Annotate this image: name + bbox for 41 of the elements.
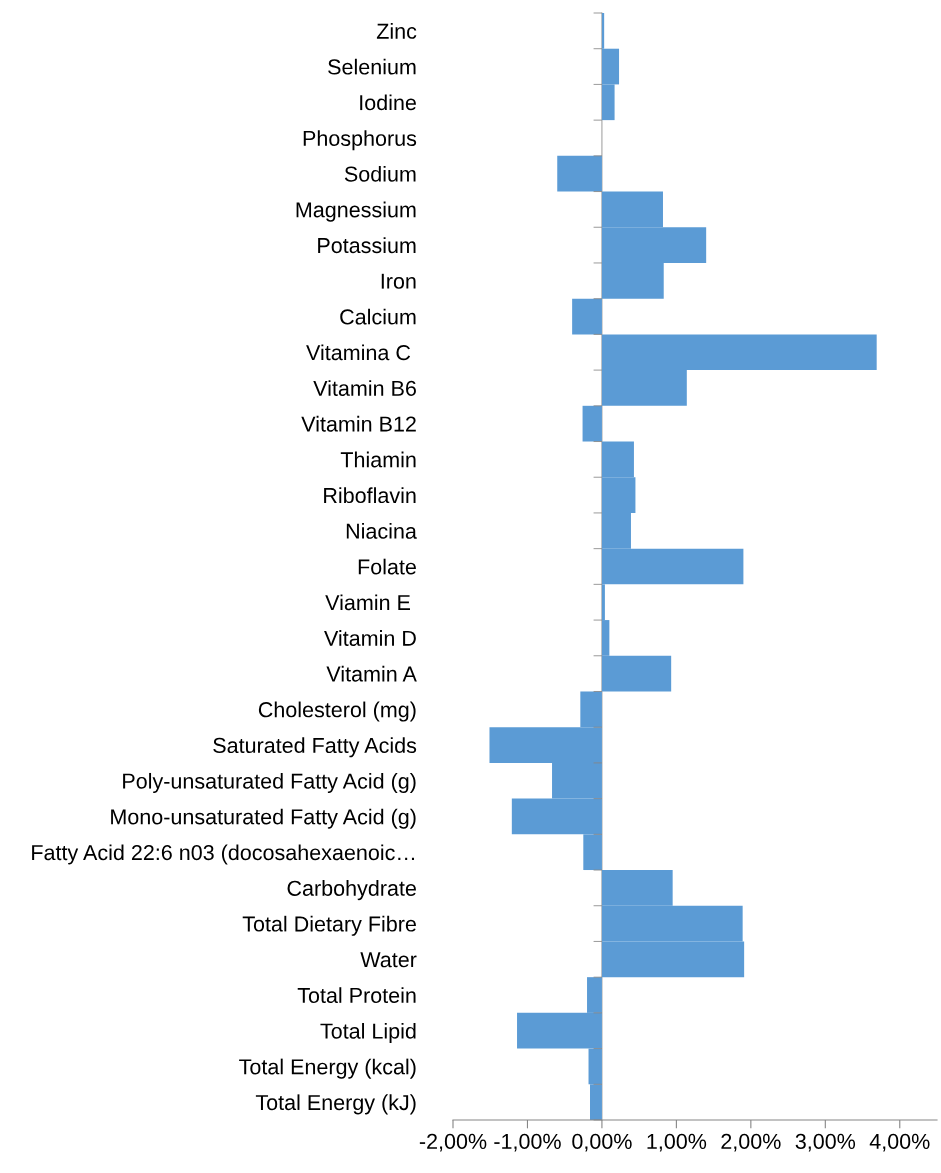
y-tick-label: Fatty Acid 22:6 n03 (docosahexaenoic…: [32, 844, 414, 865]
y-tick-label: Total Lipid: [320, 1022, 416, 1043]
y-tick-label: Vitamin B12: [301, 415, 416, 432]
bar: [557, 155, 602, 192]
y-tick-label: Carbohydrate: [287, 880, 416, 901]
y-tick-label: Iron: [381, 273, 416, 289]
y-tick-label: Vitamin D: [324, 630, 416, 646]
y-tick-label: Vitamin B6: [313, 380, 416, 396]
y-tick-label: Total Energy (kcal): [239, 1058, 416, 1079]
y-tick-label: Riboflavin: [324, 487, 416, 504]
y-tick-label: Water: [360, 952, 417, 968]
y-tick-label: Mono-unsaturated Fatty Acid (g): [111, 808, 416, 829]
y-tick-label: Sodium: [344, 165, 416, 182]
y-tick-label: Poly-unsaturated Fatty Acid (g): [123, 772, 416, 794]
y-tick-label: Magnessium: [296, 201, 416, 222]
y-tick-label: Potassium: [318, 237, 416, 254]
x-tick-label: 3,00%: [795, 1133, 856, 1152]
x-tick-label: -2,00%: [419, 1133, 487, 1152]
y-tick-label: Cholesterol (mg): [258, 701, 416, 722]
y-tick-label: Phosphorus: [303, 130, 417, 151]
y-tick-label: Niacina: [346, 522, 417, 539]
x-tick-label: 0,00%: [572, 1133, 632, 1152]
x-tick-label: 1,00%: [647, 1133, 707, 1152]
y-tick-label: Total Protein: [297, 987, 416, 1004]
y-tick-label: Saturated Fatty Acids: [213, 737, 417, 758]
y-tick-label: Vitamina C: [306, 344, 411, 361]
y-tick-label: Total Energy (kJ): [255, 1094, 416, 1115]
y-tick-label: Selenium: [328, 58, 416, 75]
y-tick-label: Zinc: [376, 23, 417, 39]
x-tick-label: -1,00%: [494, 1133, 561, 1152]
y-tick-label: Total Dietary Fibre: [242, 915, 416, 936]
bar: [572, 298, 602, 335]
x-tick-label: 2,00%: [721, 1133, 781, 1152]
y-tick-label: Viamin E: [325, 594, 410, 611]
x-tick-label: 4,00%: [869, 1133, 930, 1152]
y-tick-label: Folate: [358, 558, 416, 575]
y-tick-label: Thiamin: [340, 451, 416, 468]
y-tick-label: Vitamin A: [326, 665, 417, 682]
y-tick-label: Calcium: [340, 308, 416, 325]
bar: [582, 405, 602, 442]
y-tick-label: Iodine: [360, 94, 416, 111]
